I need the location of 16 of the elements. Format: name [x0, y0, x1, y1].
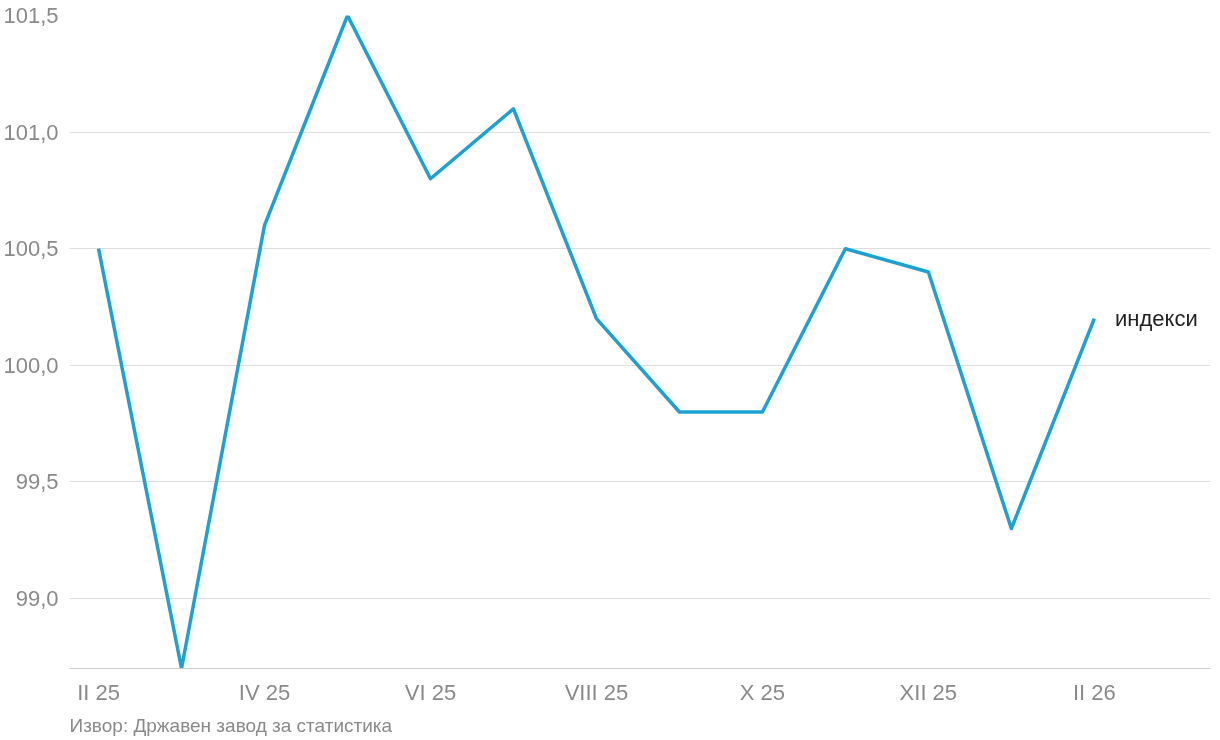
line-series: [96, 15, 1097, 669]
y-tick-label: 101,0: [3, 119, 59, 145]
y-tick-label: 99,5: [15, 469, 59, 495]
x-tick-label: VIII 25: [564, 679, 629, 705]
y-tick-label: 100,0: [3, 352, 59, 378]
y-tick-label: 101,5: [3, 3, 59, 28]
x-tick-label: XII 25: [899, 679, 958, 705]
y-tick-label: 99,0: [15, 586, 59, 612]
x-tick-label: II 26: [1072, 679, 1116, 705]
text: Извор: Државен завод за статистика: [69, 714, 393, 736]
x-tick-label: IV 25: [238, 679, 291, 705]
x-tick-label: II 25: [77, 679, 120, 705]
x-tick-label: X 25: [739, 679, 786, 705]
y-tick-label: 100,5: [3, 236, 59, 262]
series-label: индекси: [1115, 306, 1198, 332]
x-tick-label: VI 25: [404, 679, 457, 705]
